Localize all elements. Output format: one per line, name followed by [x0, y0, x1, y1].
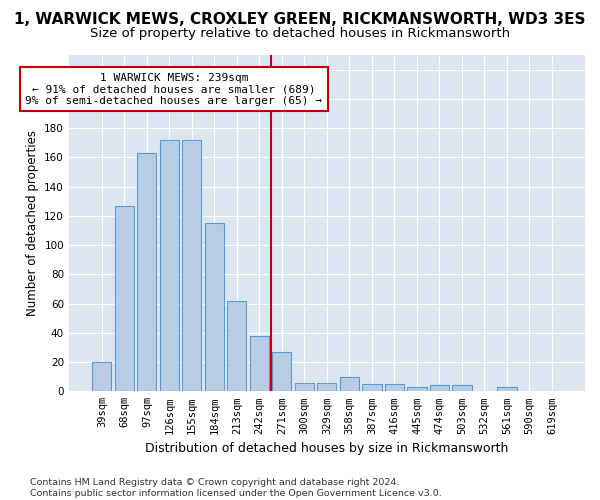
- Bar: [362, 384, 382, 392]
- Bar: [250, 336, 269, 392]
- Bar: [452, 386, 472, 392]
- Bar: [137, 153, 157, 392]
- Bar: [272, 352, 292, 392]
- Bar: [227, 300, 247, 392]
- Bar: [385, 384, 404, 392]
- Bar: [340, 376, 359, 392]
- Bar: [497, 387, 517, 392]
- Bar: [407, 387, 427, 392]
- Bar: [182, 140, 202, 392]
- Bar: [115, 206, 134, 392]
- Y-axis label: Number of detached properties: Number of detached properties: [26, 130, 39, 316]
- Bar: [295, 382, 314, 392]
- Bar: [205, 223, 224, 392]
- Bar: [92, 362, 112, 392]
- Bar: [160, 140, 179, 392]
- X-axis label: Distribution of detached houses by size in Rickmansworth: Distribution of detached houses by size …: [145, 442, 509, 455]
- Text: Size of property relative to detached houses in Rickmansworth: Size of property relative to detached ho…: [90, 28, 510, 40]
- Bar: [317, 382, 337, 392]
- Bar: [430, 386, 449, 392]
- Text: 1 WARWICK MEWS: 239sqm
← 91% of detached houses are smaller (689)
9% of semi-det: 1 WARWICK MEWS: 239sqm ← 91% of detached…: [25, 72, 322, 106]
- Text: 1, WARWICK MEWS, CROXLEY GREEN, RICKMANSWORTH, WD3 3ES: 1, WARWICK MEWS, CROXLEY GREEN, RICKMANS…: [14, 12, 586, 26]
- Text: Contains HM Land Registry data © Crown copyright and database right 2024.
Contai: Contains HM Land Registry data © Crown c…: [30, 478, 442, 498]
